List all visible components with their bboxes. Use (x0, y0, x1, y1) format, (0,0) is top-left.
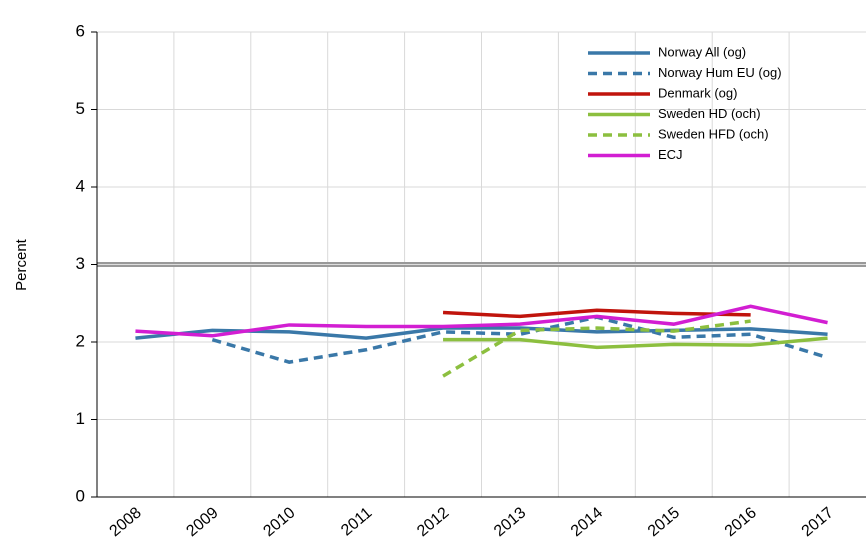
y-tick-label: 6 (76, 21, 85, 40)
x-tick-label: 2012 (414, 504, 452, 540)
y-axis-label: Percent (13, 238, 30, 291)
x-tick-label: 2017 (799, 504, 837, 540)
x-tick-label: 2011 (338, 504, 375, 539)
legend-label: Sweden HD (och) (658, 106, 761, 121)
series-line (442, 319, 751, 378)
y-tick-label: 3 (76, 254, 85, 273)
series-line (443, 336, 828, 350)
x-tick-label: 2016 (722, 504, 760, 540)
legend-label: Sweden HFD (och) (658, 126, 769, 141)
legend-label: Norway Hum EU (og) (658, 65, 782, 80)
legend-label: ECJ (658, 147, 683, 162)
x-tick-label: 2014 (568, 504, 606, 540)
y-tick-label: 4 (76, 176, 85, 195)
y-tick-label: 5 (76, 99, 85, 118)
x-tick-label: 2009 (183, 504, 221, 540)
series-line (211, 315, 829, 364)
series-line (442, 308, 751, 319)
y-tick-label: 1 (76, 409, 85, 428)
legend-label: Denmark (og) (658, 85, 737, 100)
series-line (135, 304, 828, 338)
legend-label: Norway All (og) (658, 44, 746, 59)
x-tick-label: 2013 (491, 504, 529, 540)
y-tick-label: 0 (76, 486, 85, 505)
x-tick-label: 2008 (107, 504, 145, 540)
y-tick-label: 2 (76, 331, 85, 350)
x-tick-label: 2015 (645, 504, 683, 540)
x-tick-label: 2010 (260, 504, 298, 540)
